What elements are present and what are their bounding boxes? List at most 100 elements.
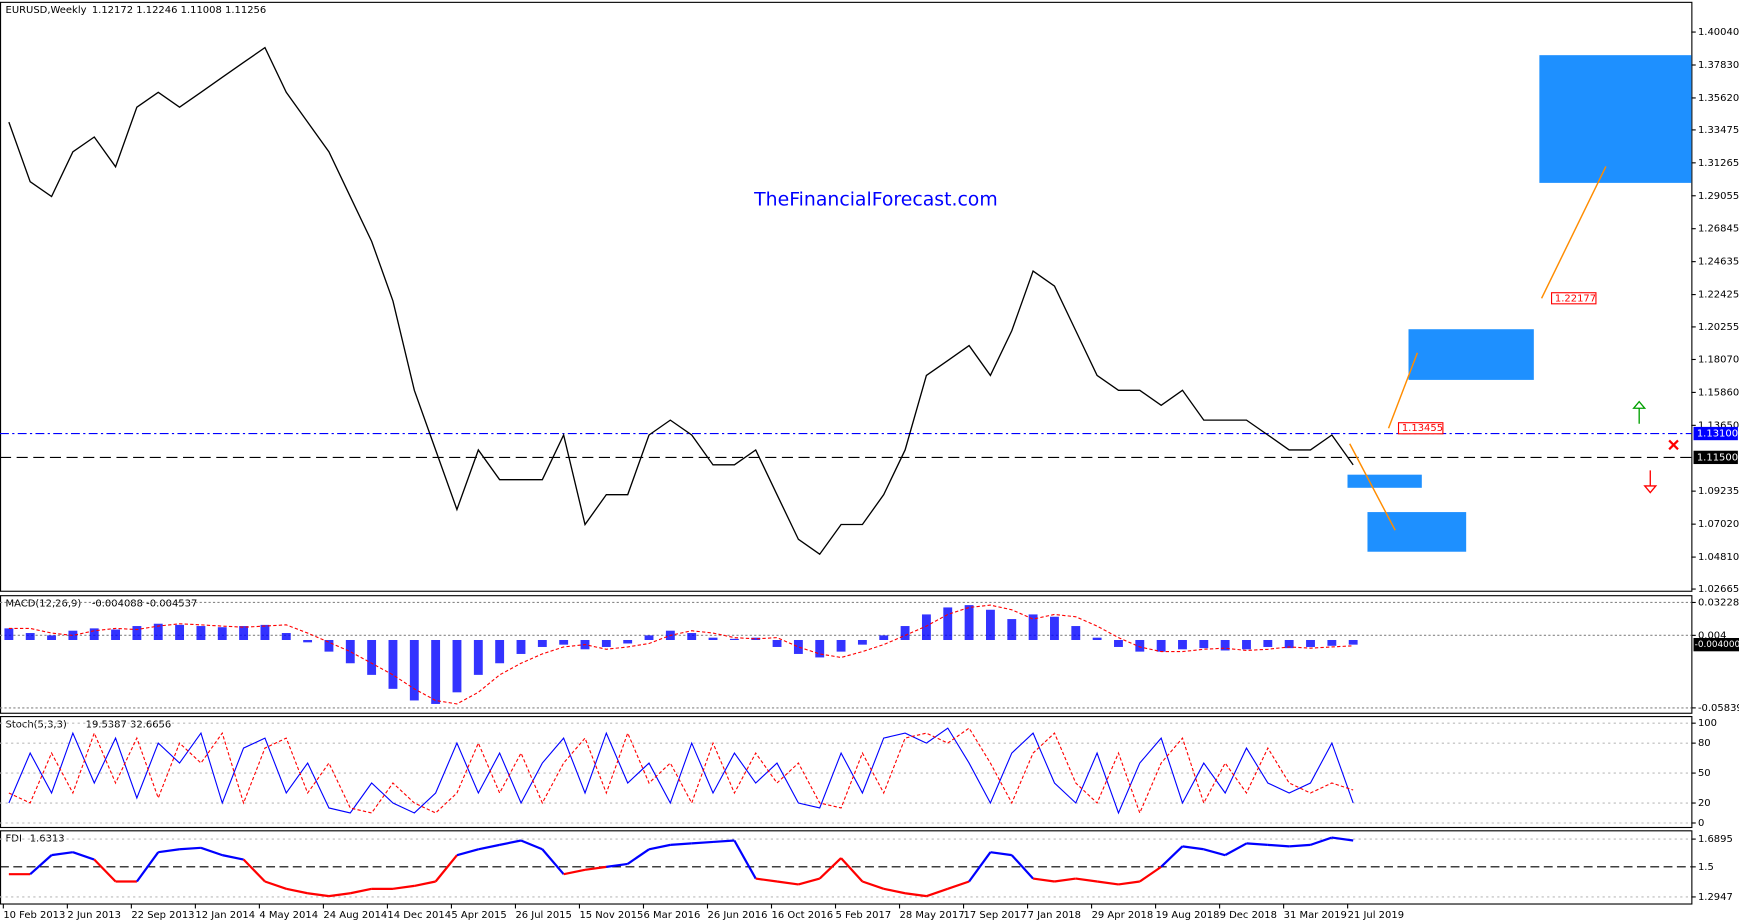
fdi-segment xyxy=(350,887,372,895)
fdi-segment xyxy=(1139,865,1162,883)
fdi-segment xyxy=(990,851,1012,857)
macd-bar xyxy=(452,639,462,693)
panel-title: Stoch(5,3,3) xyxy=(6,719,67,730)
y-tick-label: 1.18070 xyxy=(1698,354,1739,365)
close-mark xyxy=(1668,439,1679,451)
target-tag xyxy=(1551,292,1597,305)
y-tick-label: 1.26845 xyxy=(1698,224,1739,235)
fdi-segment xyxy=(520,839,543,851)
fdi-segment xyxy=(968,851,992,883)
fdi-line xyxy=(8,836,1354,898)
fdi-segment xyxy=(286,887,308,895)
panel-title: FDI xyxy=(6,834,22,845)
macd-bar xyxy=(324,639,334,652)
fdi-segment xyxy=(883,887,906,895)
macd-bar xyxy=(1135,639,1145,652)
macd-bar xyxy=(644,635,654,640)
y-tick-label: 1.29055 xyxy=(1698,191,1739,202)
stoch-line xyxy=(8,727,1354,815)
fdi-segment xyxy=(606,862,628,868)
fdi-segment xyxy=(648,843,671,851)
x-tick-label: 9 Dec 2018 xyxy=(1220,910,1277,921)
y-tick-label: 50 xyxy=(1698,768,1711,779)
fdi-segment xyxy=(1289,843,1311,848)
x-tick-label: 4 May 2014 xyxy=(259,910,318,921)
fdi-segment xyxy=(776,880,799,886)
fdi-segment xyxy=(904,892,927,898)
panel-frame xyxy=(0,1,1693,592)
macd-bar xyxy=(217,627,227,640)
macd-bar xyxy=(687,633,697,640)
macd-bar xyxy=(900,626,910,640)
macd-bar xyxy=(857,639,867,645)
fdi-segment xyxy=(1246,842,1268,846)
x-tick-label: 2 Jun 2013 xyxy=(67,910,121,921)
macd-bar xyxy=(47,635,56,640)
fdi-segment xyxy=(72,851,95,861)
macd-bar xyxy=(1348,639,1358,645)
y-tick-label: 1.6895 xyxy=(1698,834,1733,845)
x-tick-label: 22 Sep 2013 xyxy=(131,910,194,921)
panel-title: MACD(12,26,9) xyxy=(6,598,82,609)
target-zone xyxy=(1367,512,1467,552)
macd-bar xyxy=(132,626,142,640)
fdi-segment xyxy=(200,846,223,857)
target-label: 1.13455 xyxy=(1402,423,1443,434)
macd-bar xyxy=(559,639,569,645)
macd-bar xyxy=(879,635,889,640)
watermark: TheFinancialForecast.com xyxy=(753,189,998,210)
macd-bar xyxy=(729,638,739,640)
macd-bar xyxy=(964,605,974,640)
fdi-segment xyxy=(1182,845,1204,851)
macd-bar xyxy=(943,607,953,640)
x-tick-label: 14 Dec 2014 xyxy=(387,910,451,921)
y-tick-label: 1.22425 xyxy=(1698,290,1739,301)
macd-bar xyxy=(260,624,270,640)
macd-bar xyxy=(303,639,313,643)
y-tick-label: 1.20255 xyxy=(1698,322,1739,333)
x-tick-label: 19 Aug 2018 xyxy=(1156,910,1220,921)
x-tick-label: 6 Mar 2016 xyxy=(643,910,700,921)
fdi-segment xyxy=(926,887,949,898)
macd-bar xyxy=(473,639,483,675)
y-tick-label: 80 xyxy=(1698,738,1711,749)
y-tick-label: 0.004 xyxy=(1698,630,1727,641)
macd-bar xyxy=(4,628,14,640)
macd-bar xyxy=(25,633,35,640)
y-tick-label: 1.5 xyxy=(1698,862,1714,873)
macd-bar xyxy=(1156,639,1166,652)
y-tick-label: 1.37830 xyxy=(1698,60,1739,71)
y-tick-label: 1.24635 xyxy=(1698,257,1739,268)
fdi-segment xyxy=(93,858,117,883)
fdi-segment xyxy=(818,857,842,880)
projection-line xyxy=(1540,166,1607,299)
fdi-segment xyxy=(434,854,458,883)
fdi-segment xyxy=(1118,880,1140,886)
panel-frame xyxy=(0,595,1693,714)
macd-bar xyxy=(196,626,206,640)
macd-bar xyxy=(1327,639,1337,646)
fdi-segment xyxy=(733,839,757,880)
down-arrow xyxy=(1643,470,1658,494)
macd-bar xyxy=(1284,639,1294,649)
macd-bar xyxy=(89,628,99,640)
x-tick-label: 21 Jul 2019 xyxy=(1348,910,1404,921)
target-zone xyxy=(1408,329,1534,380)
panel-title: EURUSD,Weekly xyxy=(6,5,87,16)
fdi-segment xyxy=(29,854,53,876)
projection-line xyxy=(1387,352,1419,429)
price-line xyxy=(8,46,1354,556)
fdi-segment xyxy=(1096,880,1119,886)
macd-bar xyxy=(68,630,78,640)
macd-bar xyxy=(153,623,163,640)
y-tick-label: 1.02665 xyxy=(1698,584,1739,595)
macd-bar xyxy=(239,626,249,640)
fdi-segment xyxy=(392,884,415,890)
macd-bar xyxy=(1199,639,1209,649)
y-tick-label: 1.35620 xyxy=(1698,93,1739,104)
fdi-segment xyxy=(222,854,244,861)
x-tick-label: 7 Jan 2018 xyxy=(1028,910,1081,921)
macd-bar xyxy=(431,639,441,704)
